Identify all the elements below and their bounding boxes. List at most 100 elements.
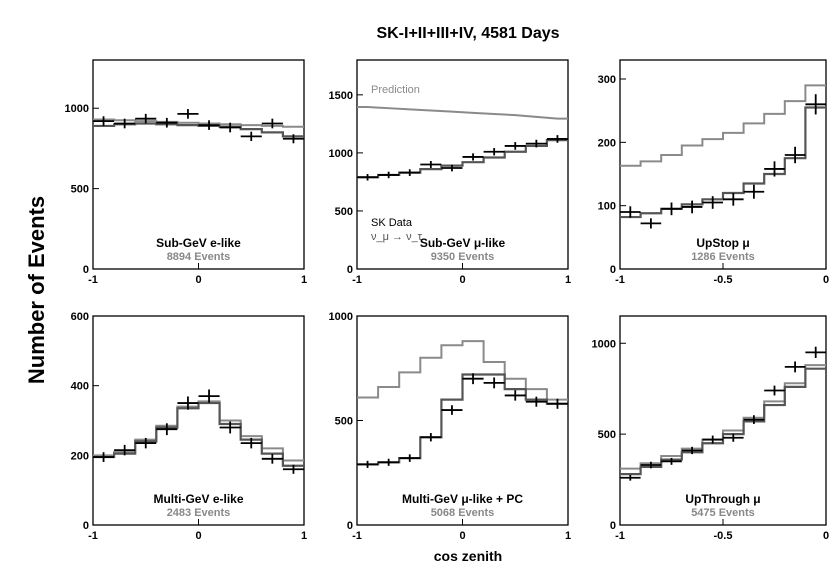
y-tick-label: 500 [335, 206, 353, 218]
y-tick-label: 200 [598, 137, 616, 149]
x-tick-label: -1 [352, 530, 362, 542]
data-point [702, 196, 723, 209]
data-point [240, 131, 262, 142]
data-point [399, 454, 421, 462]
x-tick-label: 1 [301, 530, 307, 542]
panel-name: Sub-GeV μ-like [420, 236, 506, 250]
x-tick-label: -0.5 [714, 530, 733, 542]
panel-event-count: 1286 Events [691, 251, 755, 263]
x-tick-label: 1 [565, 274, 571, 286]
data-point [219, 122, 241, 133]
data-point [620, 206, 641, 218]
y-tick-label: 1500 [329, 90, 353, 102]
data-point [420, 161, 442, 168]
data-point [661, 202, 682, 216]
y-tick-label: 0 [347, 264, 353, 276]
prediction-line [357, 106, 568, 120]
data-point [661, 457, 682, 465]
data-point [93, 452, 115, 462]
x-tick-label: -1 [88, 530, 98, 542]
data-point [177, 396, 199, 410]
data-point [420, 433, 442, 442]
data-point [620, 474, 641, 481]
figure-xlabel: cos zenith [434, 548, 502, 564]
data-point [240, 437, 262, 449]
panel-name: UpStop μ [696, 236, 749, 250]
data-point [378, 458, 400, 466]
x-tick-label: 0 [195, 530, 201, 542]
data-point [723, 433, 744, 442]
annotation-sk-data: SK Data [371, 217, 413, 229]
data-point [261, 118, 283, 129]
x-tick-label: -1 [615, 530, 625, 542]
data-point [640, 218, 662, 229]
data-point [156, 423, 178, 436]
panel-name: Multi-GeV e-like [153, 492, 243, 506]
prediction-histogram [93, 118, 304, 128]
y-tick-label: 1000 [329, 148, 353, 160]
data-point [399, 169, 421, 176]
data-point [764, 385, 785, 396]
data-point [261, 453, 283, 464]
oscillation-histogram [93, 401, 304, 467]
y-tick-label: 100 [598, 201, 616, 213]
y-tick-label: 300 [598, 74, 616, 86]
annotation-oscillation: ν_μ → ν_τ [371, 231, 423, 243]
panel-event-count: 2483 Events [167, 507, 231, 519]
data-point [357, 174, 379, 181]
x-tick-label: 1 [565, 530, 571, 542]
y-tick-label: 500 [335, 416, 353, 428]
y-tick-label: 0 [83, 520, 89, 532]
x-tick-label: -1 [352, 274, 362, 286]
x-tick-label: -1 [615, 274, 625, 286]
data-point [546, 135, 568, 143]
y-tick-label: 1000 [65, 103, 89, 115]
y-tick-label: 500 [598, 429, 616, 441]
data-point [483, 148, 505, 156]
data-point [378, 171, 400, 179]
x-tick-label: 1 [301, 274, 307, 286]
x-tick-label: 0 [823, 274, 829, 286]
y-tick-label: 0 [83, 264, 89, 276]
prediction-histogram [357, 340, 568, 401]
data-point [723, 193, 744, 206]
data-point [525, 396, 547, 407]
x-tick-label: 0 [459, 530, 465, 542]
prediction-histogram [620, 364, 826, 470]
data-point [784, 361, 806, 373]
data-point [357, 460, 379, 468]
data-point [114, 444, 136, 456]
y-tick-label: 1000 [329, 311, 353, 323]
panel-event-count: 5475 Events [691, 507, 755, 519]
data-point [282, 464, 304, 474]
y-tick-label: 400 [71, 381, 89, 393]
y-tick-label: 500 [71, 184, 89, 196]
y-tick-label: 0 [347, 520, 353, 532]
data-point [784, 146, 806, 164]
data-point [681, 200, 703, 214]
data-point [135, 437, 157, 449]
y-tick-label: 0 [610, 264, 616, 276]
panel-event-count: 5068 Events [431, 507, 495, 519]
panel-name: Multi-GeV μ-like + PC [402, 492, 523, 506]
data-point [743, 184, 765, 199]
oscillation-histogram [620, 367, 826, 476]
data-point [504, 390, 526, 401]
data-point [93, 116, 115, 126]
data-point [441, 405, 463, 415]
data-point [114, 118, 136, 129]
y-tick-label: 600 [71, 311, 89, 323]
panel-event-count: 9350 Events [431, 251, 495, 263]
data-point [483, 377, 505, 389]
panel-name: UpThrough μ [685, 492, 760, 506]
data-point [462, 373, 484, 385]
figure-ylabel: Number of Events [24, 196, 49, 384]
annotation-prediction: Prediction [371, 84, 420, 96]
data-point [219, 421, 241, 434]
data-point [805, 94, 826, 115]
x-tick-label: 0 [459, 274, 465, 286]
data-point [681, 446, 703, 455]
